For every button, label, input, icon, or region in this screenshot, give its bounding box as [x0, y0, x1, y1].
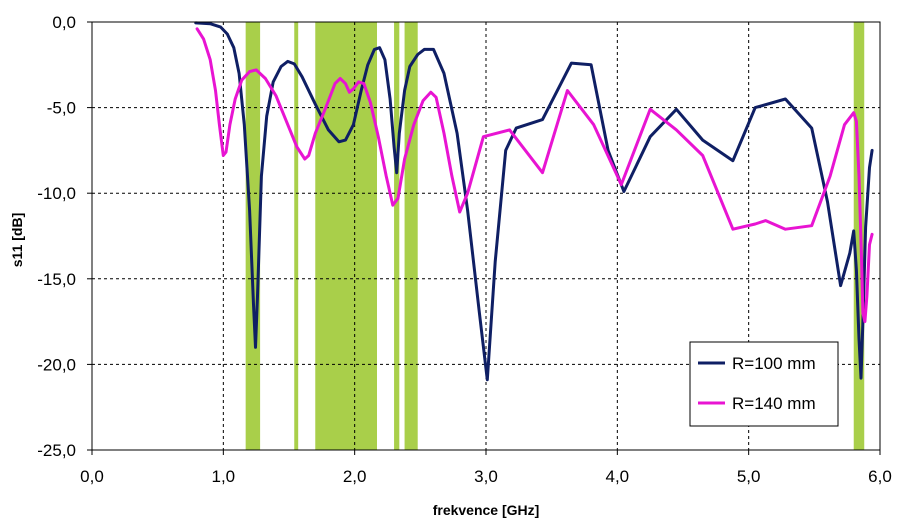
legend-label-r100: R=100 mm — [732, 354, 816, 373]
x-tick-label-3: 3,0 — [474, 467, 498, 486]
band-5 — [853, 22, 865, 450]
band-3 — [394, 22, 400, 450]
y-tick-label-0: 0,0 — [52, 13, 76, 32]
band-1 — [294, 22, 299, 450]
legend-label-r140: R=140 mm — [732, 394, 816, 413]
x-tick-label-6: 6,0 — [868, 467, 892, 486]
legend: R=100 mm R=140 mm — [689, 341, 839, 427]
y-tick-label-4: -20,0 — [37, 355, 76, 374]
y-tick-label-1: -5,0 — [47, 99, 76, 118]
series-line-1 — [195, 27, 874, 324]
band-0 — [245, 22, 261, 450]
x-tick-label-2: 2,0 — [343, 467, 367, 486]
x-tick-label-1: 1,0 — [212, 467, 236, 486]
series-line-0 — [194, 21, 874, 382]
x-tick-label-4: 4,0 — [606, 467, 630, 486]
legend-box — [689, 341, 839, 427]
y-tick-label-3: -15,0 — [37, 270, 76, 289]
y-axis-title: s11 [dB] — [9, 213, 25, 267]
x-tick-label-5: 5,0 — [737, 467, 761, 486]
series-lines — [194, 21, 874, 382]
x-axis-title: frekvence [GHz] — [433, 502, 540, 518]
band-4 — [404, 22, 418, 450]
y-tick-label-5: -25,0 — [37, 441, 76, 460]
x-tick-label-0: 0,0 — [80, 467, 104, 486]
y-tick-label-2: -10,0 — [37, 184, 76, 203]
axis-tick-labels: 0,0 1,0 2,0 3,0 4,0 5,0 6,0 0,0 -5,0 -10,0 -15,0 -2… — [37, 13, 892, 486]
